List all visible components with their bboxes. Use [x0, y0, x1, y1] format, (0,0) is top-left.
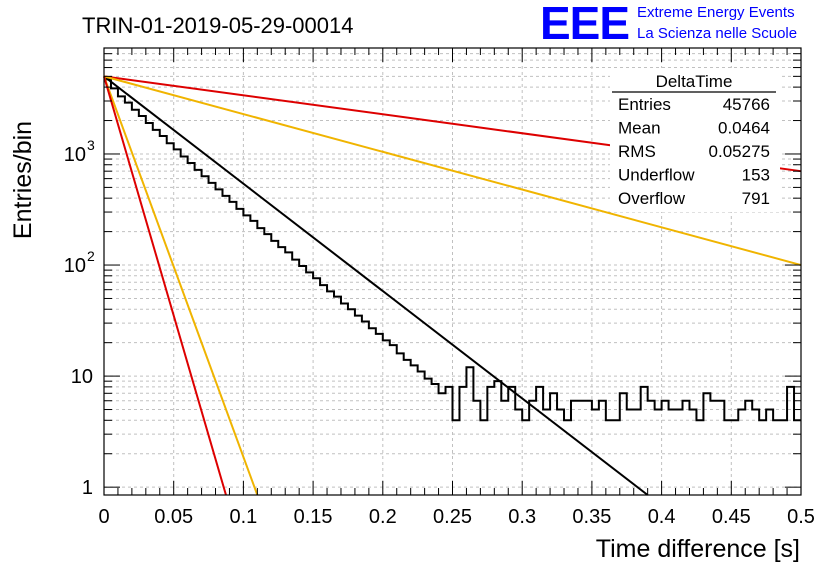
chart-title: TRIN-01-2019-05-29-00014 [82, 13, 354, 38]
x-tick-label: 0.25 [433, 506, 472, 528]
fit-line [103, 75, 649, 496]
histogram-steps [104, 78, 801, 422]
stats-value: 45766 [723, 95, 770, 114]
x-tick-label: 0.3 [508, 506, 536, 528]
y-tick-label: 1 [82, 477, 93, 499]
fit-line [103, 76, 227, 496]
x-tick-label: 0.4 [648, 506, 676, 528]
x-tick-label: 0.45 [712, 506, 751, 528]
stats-value: 0.05275 [709, 142, 770, 161]
tick-labels: 0 0.05 0.1 0.15 0.2 0.25 0.3 0.35 0.4 0.45 0.5 1 10 1… [64, 137, 815, 528]
stats-rows: Entries 45766 Mean 0.0464 RMS 0.05275 Underflo… [618, 95, 770, 208]
stats-label: Entries [618, 95, 671, 114]
logo-line-1: Extreme Energy Events [637, 4, 795, 21]
stats-value: 153 [742, 166, 770, 185]
x-tick-label: 0.1 [229, 506, 257, 528]
histogram [104, 78, 801, 422]
fit-line [103, 76, 259, 496]
stats-label: Underflow [618, 166, 695, 185]
y-tick-exponent: 3 [87, 137, 95, 153]
x-tick-label: 0.35 [572, 506, 611, 528]
y-tick-exponent: 2 [87, 248, 95, 264]
x-tick-label: 0.05 [154, 506, 193, 528]
x-tick-label: 0.5 [787, 506, 815, 528]
x-tick-label: 0 [98, 506, 109, 528]
y-tick-label: 10 [64, 255, 86, 277]
stats-label: RMS [618, 142, 656, 161]
y-axis-label: Entries/bin [9, 121, 37, 239]
logo-line-2: La Scienza nelle Scuole [637, 25, 797, 42]
x-axis-label: Time difference [s] [596, 535, 800, 563]
axis-ticks [103, 47, 802, 495]
y-tick-label: 10 [71, 366, 93, 388]
stats-label: Mean [618, 119, 661, 138]
x-tick-label: 0.2 [369, 506, 397, 528]
stats-title: DeltaTime [656, 72, 733, 91]
eee-logo-mark: EEE [540, 0, 629, 49]
stats-value: 791 [742, 189, 770, 208]
stats-box: DeltaTime Entries 45766 Mean 0.0464 RMS 0.052… [610, 68, 780, 212]
stats-label: Overflow [618, 189, 686, 208]
fit-line [103, 75, 802, 267]
x-tick-label: 0.15 [294, 506, 333, 528]
y-tick-label: 10 [64, 144, 86, 166]
stats-value: 0.0464 [718, 119, 770, 138]
fit-lines [103, 75, 802, 496]
